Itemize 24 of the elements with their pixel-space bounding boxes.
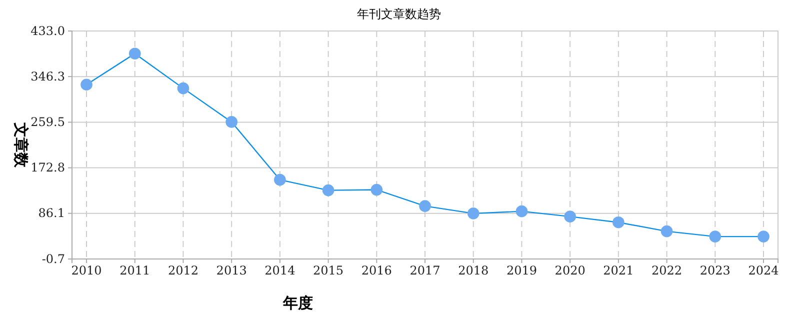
x-tick-label: 2017: [410, 264, 440, 278]
x-tick-label: 2015: [313, 264, 344, 278]
y-tick-label: 86.1: [38, 206, 65, 220]
x-tick-label: 2022: [652, 264, 682, 278]
x-tick-label: 2019: [506, 264, 537, 278]
y-tick-label: -0.7: [42, 252, 65, 266]
y-tick-label: 433.0: [30, 24, 65, 38]
x-axis-title: 年度: [282, 294, 313, 312]
x-tick-label: 2013: [216, 264, 247, 278]
x-tick-label: 2011: [120, 264, 150, 278]
x-tick-label: 2012: [168, 264, 198, 278]
y-tick-label: 259.5: [30, 115, 65, 130]
x-tick-label: 2010: [71, 264, 102, 278]
x-tick-label: 2024: [748, 264, 780, 278]
y-axis-title: 文章数: [12, 122, 30, 168]
x-tick-label: 2020: [554, 264, 586, 278]
y-tick-label: 172.8: [30, 160, 65, 175]
x-tick-label: 2023: [700, 264, 730, 278]
chart-title: 年刊文章数趋势: [357, 7, 441, 21]
x-tick-label: 2018: [458, 264, 489, 278]
x-tick-label: 2016: [361, 264, 392, 278]
y-tick-label: 346.3: [30, 69, 65, 84]
x-tick-label: 2021: [603, 264, 634, 278]
x-tick-label: 2014: [264, 264, 296, 278]
